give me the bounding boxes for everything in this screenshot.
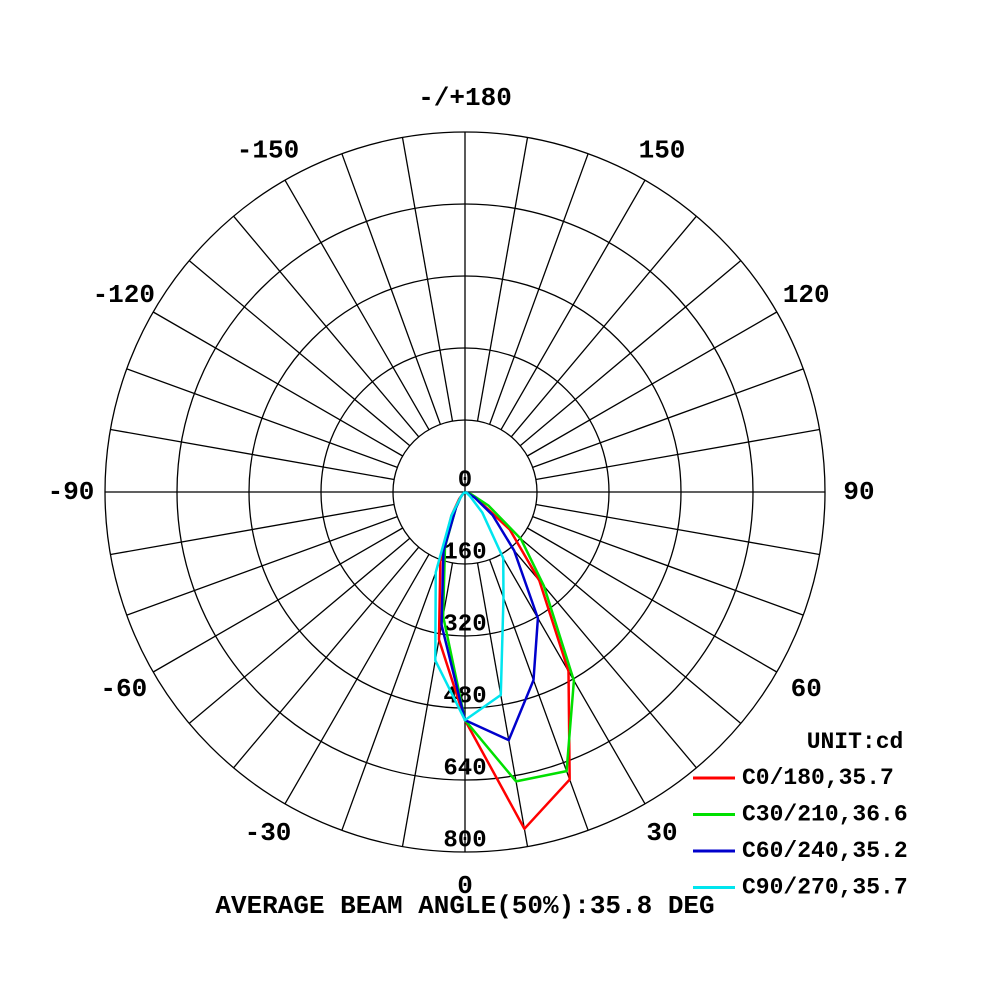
grid-spoke xyxy=(110,428,395,481)
grid-spoke xyxy=(126,516,398,616)
grid-spoke xyxy=(476,562,529,847)
grid-spoke xyxy=(510,215,697,438)
grid-spoke xyxy=(126,368,398,468)
angle-tick-label: -/+180 xyxy=(418,83,512,113)
grid-spoke xyxy=(152,311,403,457)
grid-spoke xyxy=(233,215,420,438)
grid-spoke xyxy=(341,559,441,831)
grid-spoke xyxy=(519,537,742,724)
grid-spoke xyxy=(188,537,411,724)
grid-spoke xyxy=(535,503,820,556)
grid-spoke xyxy=(532,368,804,468)
unit-label: UNIT:cd xyxy=(807,729,904,755)
grid-spoke xyxy=(527,527,778,673)
angle-tick-label: 0 xyxy=(457,871,473,901)
grid-spoke xyxy=(110,503,395,556)
legend-label: C60/240,35.2 xyxy=(742,838,908,864)
r-tick-label: 640 xyxy=(443,755,486,782)
angle-tick-label: 150 xyxy=(639,136,686,166)
angle-tick-label: -30 xyxy=(245,818,292,848)
grid-spoke xyxy=(532,516,804,616)
angle-tick-label: 120 xyxy=(783,280,830,310)
angle-tick-label: -60 xyxy=(100,674,147,704)
angle-tick-label: -90 xyxy=(48,477,95,507)
r-tick-label: 800 xyxy=(443,827,486,854)
angle-tick-label: 30 xyxy=(646,818,677,848)
grid-spoke xyxy=(500,179,646,430)
grid-spoke xyxy=(476,137,529,422)
grid-spoke xyxy=(188,260,411,447)
grid-spoke xyxy=(401,137,454,422)
grid-spoke xyxy=(284,554,430,805)
grid-spoke xyxy=(519,260,742,447)
footer: AVERAGE BEAM ANGLE(50%):35.8 DEG xyxy=(215,891,714,921)
legend-label: C30/210,36.6 xyxy=(742,802,908,828)
angle-tick-label: 60 xyxy=(791,674,822,704)
grid-spoke xyxy=(341,153,441,425)
legend-label: C0/180,35.7 xyxy=(742,765,894,791)
r-tick-label: 0 xyxy=(458,467,472,494)
grid-spoke xyxy=(152,527,403,673)
angle-tick-label: 90 xyxy=(843,477,874,507)
intensity-curve xyxy=(434,490,505,722)
legend-label: C90/270,35.7 xyxy=(742,875,908,901)
grid-spoke xyxy=(535,428,820,481)
angle-tick-label: -150 xyxy=(237,136,299,166)
r-tick-label: 160 xyxy=(443,539,486,566)
r-tick-label: 320 xyxy=(443,611,486,638)
grid-spoke xyxy=(489,153,589,425)
grid-spoke xyxy=(489,559,589,831)
grid-spoke xyxy=(233,546,420,769)
angle-tick-label: -120 xyxy=(93,280,155,310)
r-tick-label: 480 xyxy=(443,683,486,710)
grid-spoke xyxy=(284,179,430,430)
grid-spoke xyxy=(527,311,778,457)
